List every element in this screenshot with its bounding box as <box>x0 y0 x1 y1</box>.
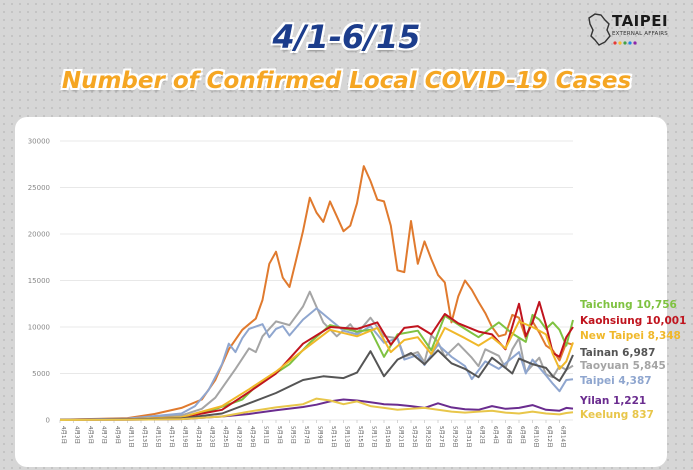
series-line-tainan <box>59 349 574 421</box>
chart-title: Number of Confirmed Local COVID-19 Cases <box>61 68 632 94</box>
series-line-taoyuan <box>59 290 574 421</box>
x-tick-label: 4月7日 <box>101 426 108 444</box>
series-label-keelung: Keelung 837 <box>580 409 654 421</box>
x-tick-label: 5月13日 <box>344 426 351 448</box>
x-tick-label: 4月3日 <box>74 426 81 444</box>
x-tick-label: 5月3日 <box>276 426 283 444</box>
series-label-yilan: Yilan 1,221 <box>579 395 646 407</box>
x-tick-label: 5月11日 <box>330 426 337 448</box>
series-label-taipei: Taipei 4,387 <box>580 375 652 387</box>
series-line-taipei-city <box>59 165 574 421</box>
x-tick-label: 6月14日 <box>560 426 567 448</box>
series-line-kaohsiung <box>59 300 574 421</box>
x-tick-label: 5月15日 <box>357 426 364 448</box>
taipei-logo-icon <box>588 13 637 46</box>
x-tick-label: 5月5日 <box>290 426 297 444</box>
x-tick-label: 5月23日 <box>411 426 418 448</box>
logo-subtext: EXTERNAL AFFAIRS <box>612 31 668 37</box>
x-tick-label: 5月9日 <box>317 426 324 444</box>
x-tick-label: 5月19日 <box>384 426 391 448</box>
x-tick-label: 4月21日 <box>195 426 202 448</box>
series-label-tainan: Tainan 6,987 <box>580 347 655 359</box>
x-tick-label: 5月27日 <box>438 426 445 448</box>
x-tick-label: 4月29日 <box>249 426 256 448</box>
y-tick-label: 10000 <box>28 324 50 332</box>
x-tick-label: 4月19日 <box>182 426 189 448</box>
x-tick-label: 5月25日 <box>425 426 432 448</box>
x-tick-label: 4月11日 <box>128 426 135 448</box>
x-tick-label: 5月21日 <box>398 426 405 448</box>
x-tick-label: 4月17日 <box>168 426 175 448</box>
x-tick-label: 6月12日 <box>546 426 553 448</box>
x-tick-label: 6月6日 <box>506 426 513 444</box>
x-tick-label: 6月10日 <box>533 426 540 448</box>
x-tick-label: 5月1日 <box>263 426 270 444</box>
x-tick-label: 6月8日 <box>519 426 526 444</box>
x-tick-label: 4月5日 <box>87 426 94 444</box>
y-tick-label: 30000 <box>28 138 50 146</box>
y-tick-label: 25000 <box>28 184 50 192</box>
x-tick-label: 4月25日 <box>222 426 229 448</box>
logo-text: TAIPEI <box>612 12 669 30</box>
y-tick-label: 5000 <box>32 370 50 378</box>
series-label-taoyuan: Taoyuan 5,845 <box>580 360 666 372</box>
x-tick-label: 5月29日 <box>452 426 459 448</box>
x-tick-label: 4月27日 <box>236 426 243 448</box>
y-tick-label: 15000 <box>28 277 50 285</box>
series-label-kaohsiung: Kaohsiung 10,001 <box>580 315 686 327</box>
x-tick-label: 4月23日 <box>209 426 216 448</box>
x-tick-label: 4月9日 <box>114 426 121 444</box>
x-tick-label: 4月13日 <box>141 426 148 448</box>
series-line-yilan <box>59 398 574 421</box>
y-tick-label: 20000 <box>28 231 50 239</box>
x-tick-label: 5月7日 <box>303 426 310 444</box>
series-line-new-taipei <box>59 320 574 421</box>
series-label-new-taipei: New Taipei 8,348 <box>580 330 681 342</box>
x-tick-label: 6月2日 <box>479 426 486 444</box>
x-tick-label: 4月15日 <box>155 426 162 448</box>
chart-panel <box>15 117 667 467</box>
x-tick-label: 5月31日 <box>465 426 472 448</box>
series-label-taichung: Taichung 10,756 <box>580 299 677 311</box>
series-line-keelung <box>59 397 574 421</box>
x-tick-label: 6月4日 <box>492 426 499 444</box>
x-tick-label: 4月1日 <box>60 426 67 444</box>
x-tick-label: 5月17日 <box>371 426 378 448</box>
y-tick-label: 0 <box>46 417 50 425</box>
date-range-title: 4/1-6/15 <box>272 18 421 56</box>
